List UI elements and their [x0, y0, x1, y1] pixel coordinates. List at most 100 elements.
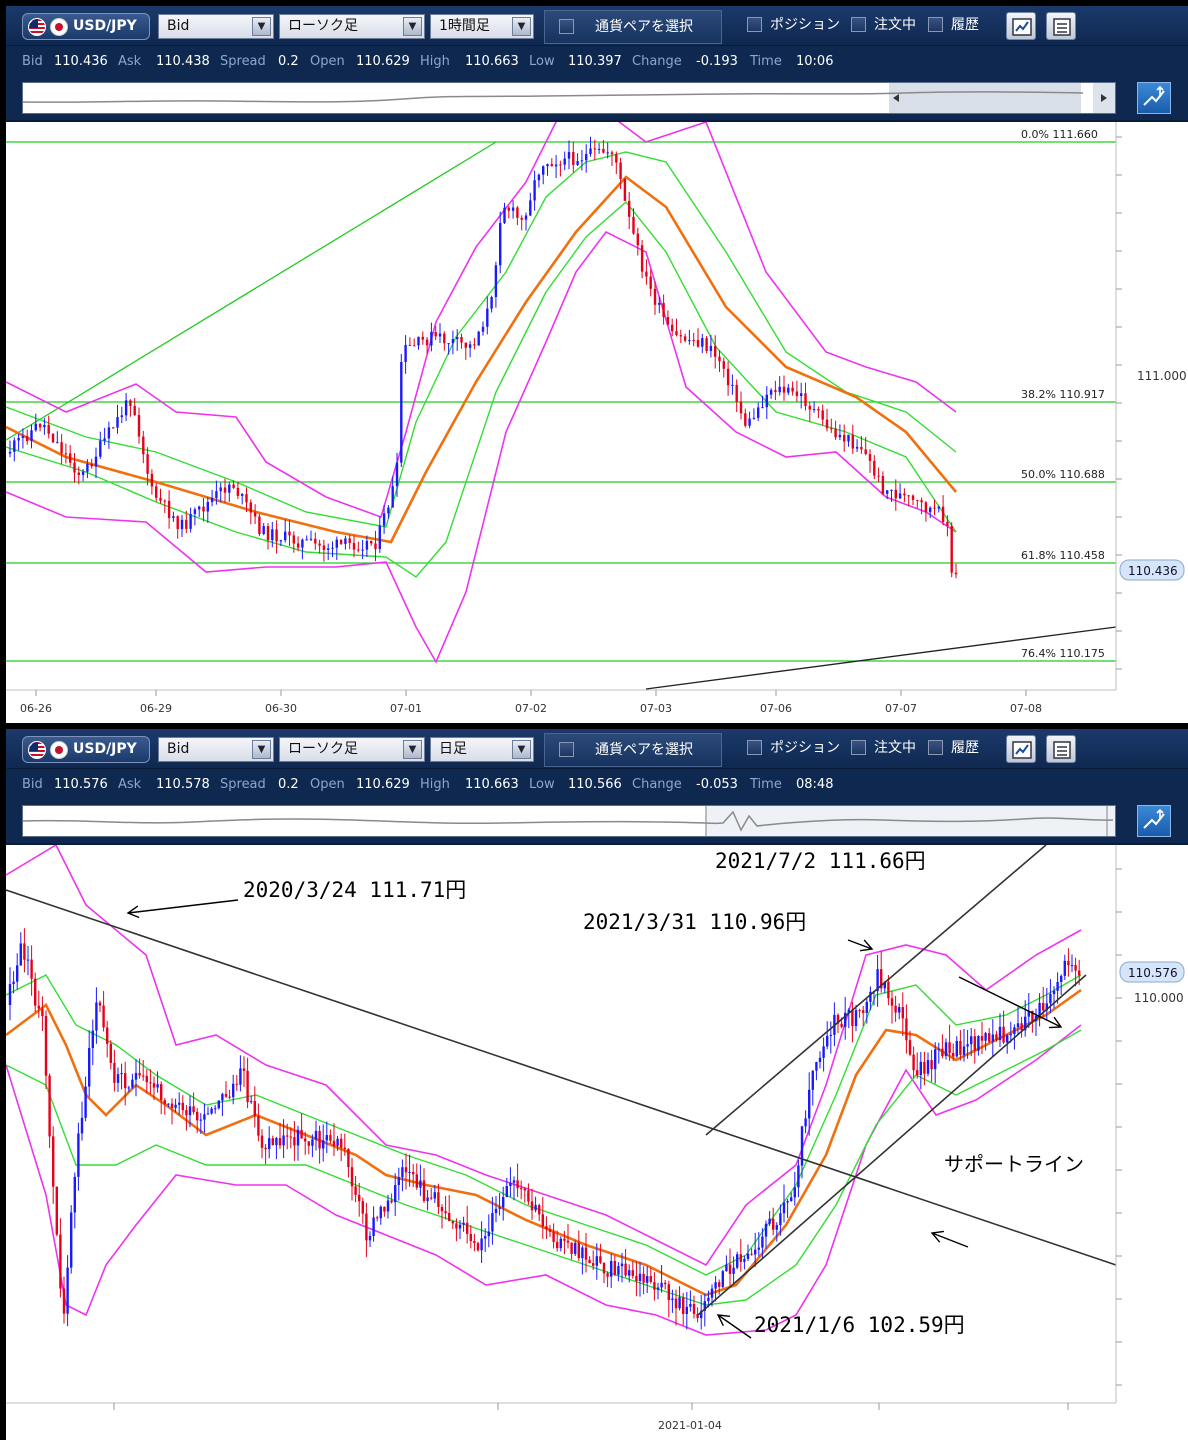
- candle-body: [266, 526, 270, 541]
- candle-body: [844, 1012, 847, 1027]
- positions-checkbox[interactable]: [747, 17, 762, 32]
- hourly-candlestick-chart[interactable]: 0.0% 111.660 38.2% 110.917 50.0% 110.688 61…: [6, 122, 1188, 723]
- candle-body: [588, 1259, 591, 1264]
- candle-body: [26, 436, 29, 442]
- currency-pair-button[interactable]: USD/JPY: [22, 736, 150, 763]
- select-pair-button[interactable]: 通貨ペアを選択: [544, 10, 722, 44]
- candle-body: [163, 1100, 166, 1104]
- chart-overview-scroller[interactable]: [22, 82, 1116, 114]
- candle-body: [300, 1129, 303, 1139]
- chevron-down-icon[interactable]: ▼: [403, 740, 422, 759]
- history-checkbox[interactable]: [928, 17, 943, 32]
- candle-body: [675, 331, 678, 336]
- candle-body: [1056, 982, 1059, 991]
- candle-body: [206, 1113, 210, 1115]
- list-icon: [1053, 741, 1071, 759]
- candle-body: [948, 1042, 951, 1054]
- us-flag-icon: [28, 18, 46, 36]
- candle-body: [595, 1256, 598, 1266]
- orders-checkbox[interactable]: [851, 740, 866, 755]
- candle-body: [916, 499, 919, 501]
- spread-value: 0.2: [278, 54, 299, 69]
- candle-body: [332, 1140, 336, 1146]
- chevron-down-icon[interactable]: ▼: [512, 740, 531, 759]
- bollinger-band-upper-2sigma: [6, 122, 957, 519]
- candle-body: [77, 472, 80, 475]
- positions-checkbox[interactable]: [747, 740, 762, 755]
- candle-body: [430, 1197, 433, 1199]
- candle-body: [348, 538, 351, 544]
- daily-candlestick-chart[interactable]: 110.000 2021-01-04 110.576: [6, 845, 1188, 1440]
- bid-label: Bid: [22, 54, 43, 69]
- candle-body: [718, 356, 721, 362]
- annotation-arrow: [717, 1314, 752, 1339]
- candle-body: [577, 1242, 580, 1259]
- candle-body: [886, 490, 889, 494]
- window-menu-button[interactable]: [1046, 735, 1076, 763]
- candle-body: [941, 1048, 944, 1057]
- candle-body: [615, 154, 618, 163]
- candle-body: [868, 453, 872, 461]
- candle-body: [754, 1249, 757, 1255]
- select-pair-checkbox[interactable]: [559, 19, 574, 34]
- candle-body: [542, 166, 545, 175]
- candle-body: [768, 1218, 771, 1224]
- candle-body: [865, 1001, 868, 1013]
- candle-body: [620, 1263, 624, 1267]
- candle-body: [929, 507, 932, 513]
- candle-body: [325, 1135, 328, 1141]
- window-menu-button[interactable]: [1046, 12, 1076, 40]
- chart-zoom-button[interactable]: [1137, 82, 1171, 114]
- candle-body: [530, 1201, 534, 1211]
- candle-body: [86, 463, 89, 472]
- candle-body: [322, 1140, 325, 1149]
- candle-body: [718, 1282, 721, 1287]
- candle-body: [376, 1217, 379, 1219]
- chevron-down-icon[interactable]: ▼: [403, 17, 422, 36]
- candle-body: [722, 361, 725, 369]
- orders-checkbox[interactable]: [851, 17, 866, 32]
- chart-type-value: ローソク足: [288, 741, 358, 757]
- candle-body: [232, 484, 235, 488]
- chart-settings-button[interactable]: [1006, 12, 1036, 40]
- candle-body: [150, 473, 154, 487]
- chart-overview-scroller[interactable]: [22, 805, 1116, 837]
- candle-body: [617, 1266, 620, 1275]
- price-type-select[interactable]: Bid ▼: [158, 14, 274, 39]
- candle-body: [372, 1217, 375, 1237]
- candle-body: [829, 1034, 832, 1036]
- select-pair-checkbox[interactable]: [559, 742, 574, 757]
- chevron-down-icon[interactable]: ▼: [252, 740, 271, 759]
- chart-type-select[interactable]: ローソク足 ▼: [279, 14, 425, 39]
- currency-pair-button[interactable]: USD/JPY: [22, 13, 150, 40]
- timeframe-select[interactable]: 1時間足 ▼: [430, 14, 534, 39]
- ask-value: 110.438: [156, 54, 210, 69]
- candle-body: [898, 1007, 901, 1013]
- candle-body: [864, 449, 867, 454]
- price-type-select[interactable]: Bid ▼: [158, 737, 274, 762]
- select-pair-button[interactable]: 通貨ペアを選択: [544, 733, 722, 767]
- candle-body: [815, 1062, 818, 1071]
- candle-body: [412, 1171, 415, 1175]
- candle-body: [533, 180, 536, 201]
- candle-body: [149, 1082, 152, 1084]
- candle-body: [156, 1084, 159, 1088]
- candle-body: [619, 162, 622, 179]
- chart-settings-button[interactable]: [1006, 735, 1036, 763]
- candle-body: [894, 489, 897, 499]
- chart-zoom-button[interactable]: [1137, 805, 1171, 837]
- candle-body: [70, 1212, 73, 1268]
- candle-body: [37, 1005, 40, 1009]
- candle-body: [103, 438, 106, 441]
- time-tick-label: 06-29: [140, 702, 172, 715]
- candle-body: [826, 1035, 829, 1047]
- timeframe-select[interactable]: 日足 ▼: [430, 737, 534, 762]
- chart-type-select[interactable]: ローソク足 ▼: [279, 737, 425, 762]
- chevron-down-icon[interactable]: ▼: [512, 17, 531, 36]
- candle-body: [1070, 965, 1074, 967]
- candle-body: [468, 344, 472, 348]
- chevron-down-icon[interactable]: ▼: [252, 17, 271, 36]
- history-checkbox[interactable]: [928, 740, 943, 755]
- candle-body: [217, 1100, 220, 1109]
- candle-body: [160, 1084, 163, 1101]
